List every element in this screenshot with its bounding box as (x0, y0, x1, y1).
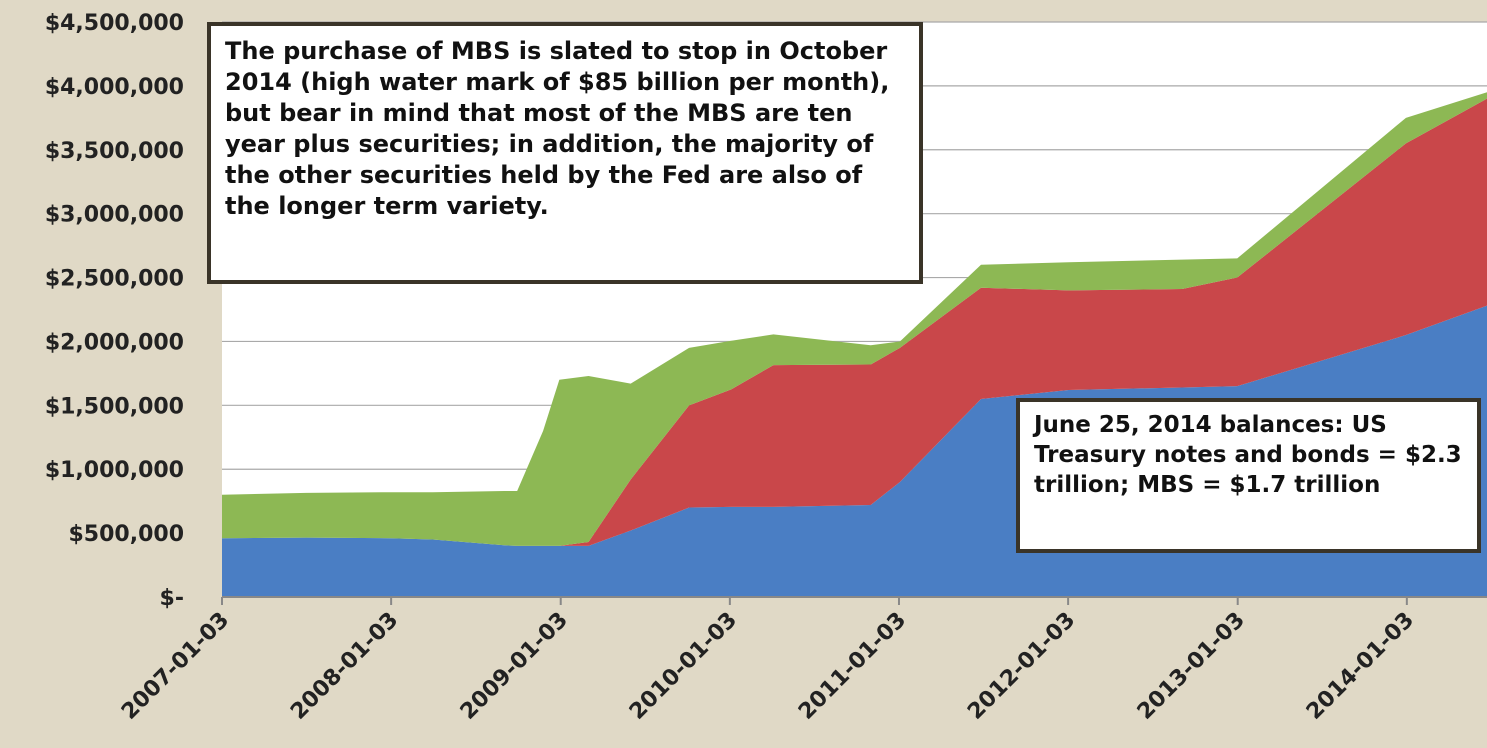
y-tick-label: $500,000 (68, 522, 184, 547)
y-tick-label: $2,500,000 (45, 267, 184, 292)
x-tick-label: 2012-01-03 (963, 608, 1080, 725)
y-tick-label: $4,000,000 (45, 75, 184, 100)
x-tick-label: 2009-01-03 (456, 608, 573, 725)
x-tick-label: 2010-01-03 (625, 608, 742, 725)
area (222, 92, 1487, 546)
y-tick-label: $1,500,000 (45, 394, 184, 419)
x-tick-label: 2011-01-03 (794, 608, 911, 725)
x-tick-label: 2007-01-03 (117, 608, 234, 725)
x-tick-label: 2008-01-03 (286, 608, 403, 725)
annotation: The purchase of MBS is slated to stop in… (207, 22, 923, 284)
y-tick-label: $3,000,000 (45, 203, 184, 228)
x-tick-label: 2014-01-03 (1302, 608, 1419, 725)
y-tick-label: $2,000,000 (45, 330, 184, 355)
y-tick-label: $4,500,000 (45, 11, 184, 36)
annotation: June 25, 2014 balances: US Treasury note… (1016, 398, 1481, 553)
x-tick-label: 2013-01-03 (1133, 608, 1250, 725)
y-tick-label: $1,000,000 (45, 458, 184, 483)
y-tick-label: $3,500,000 (45, 139, 184, 164)
area (222, 98, 1487, 546)
y-tick-label: $- (160, 586, 184, 611)
